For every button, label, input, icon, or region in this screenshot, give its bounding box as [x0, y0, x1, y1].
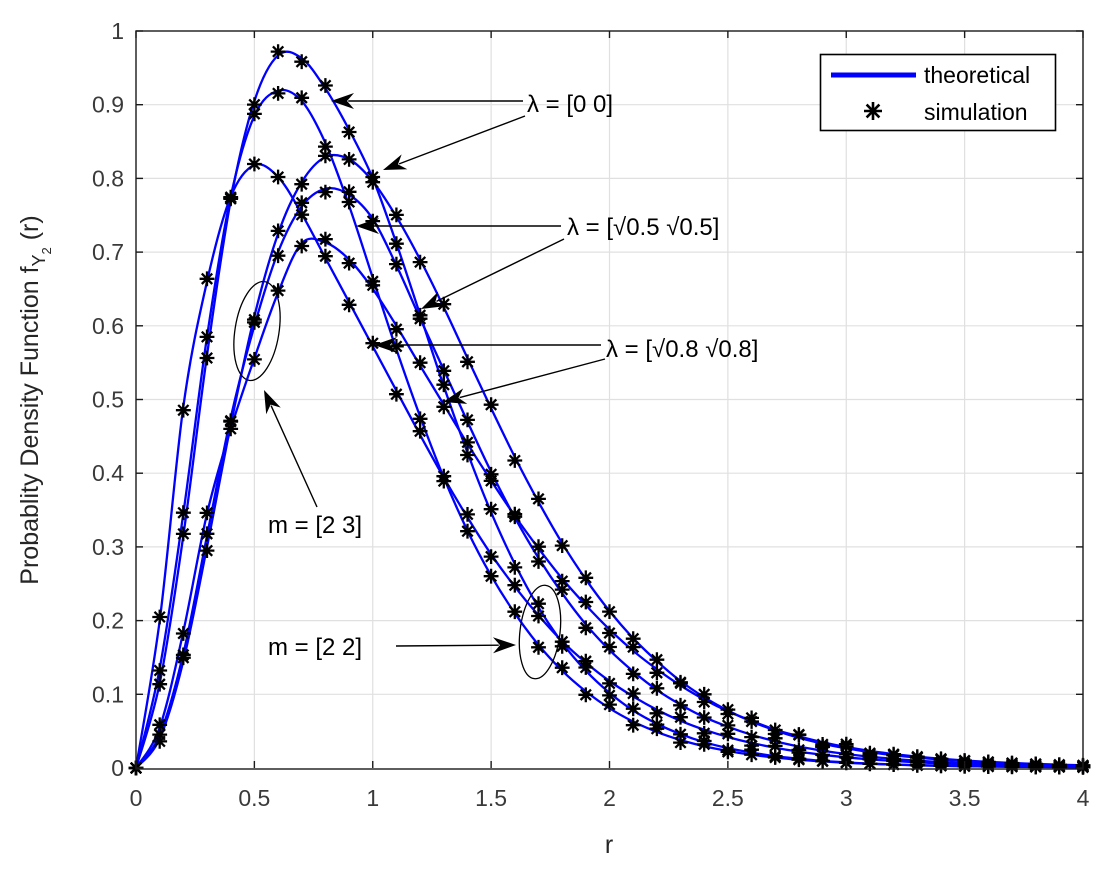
y-tick-label: 0.7: [92, 239, 124, 265]
y-tick-label: 0.1: [92, 681, 124, 707]
x-axis-label: r: [605, 831, 613, 859]
arrow-head: [443, 388, 468, 404]
legend[interactable]: theoretical simulation: [819, 53, 1057, 132]
arrow-head: [492, 637, 516, 654]
y-tick-label: 0: [111, 755, 124, 781]
arrow-head: [356, 218, 379, 234]
arrow-line: [270, 405, 318, 508]
legend-box: [819, 53, 1057, 132]
annotation-lambda-0-0: λ = [0 0]: [527, 91, 613, 118]
y-axis-label-sub: Y: [29, 254, 49, 266]
x-tick-label: 3.5: [949, 785, 981, 811]
y-tick-label: 0.4: [92, 460, 124, 486]
arrow-line: [459, 358, 606, 399]
x-tick-label: 2: [603, 785, 616, 811]
arrow-head: [331, 93, 354, 109]
legend-label-simulation[interactable]: simulation: [924, 99, 1028, 125]
ellipse-m22-group: [518, 584, 562, 680]
y-tick-label: 0.8: [92, 165, 124, 191]
y-tick-label: 0.5: [92, 387, 124, 413]
x-tick-label: 1.5: [475, 785, 507, 811]
ellipse-m23-group: [233, 280, 281, 382]
annotation-ellipses: [233, 280, 562, 680]
legend-label-theoretical[interactable]: theoretical: [924, 62, 1030, 88]
arrow-line: [395, 644, 499, 647]
y-axis-label-end: (r): [16, 215, 44, 247]
y-tick-label: 0.9: [92, 92, 124, 118]
y-tick-label: 0.6: [92, 313, 124, 339]
annotation-lambda-sqrt05: λ = [√0.5 √0.5]: [567, 214, 719, 241]
y-tick-label: 1: [111, 18, 124, 44]
x-tick-label: 2.5: [712, 785, 744, 811]
axis-ticks: [135, 30, 1084, 769]
y-tick-label: 0.2: [92, 608, 124, 634]
y-tick-label: 0.3: [92, 534, 124, 560]
x-tick-label: 0.5: [238, 785, 270, 811]
arrow-head: [383, 154, 408, 170]
y-axis-label-main: Probablity Density Function f: [16, 266, 44, 584]
y-axis-label: Probablity Density Function fY2 (r): [16, 215, 54, 584]
arrow-head: [264, 390, 281, 415]
annotation-arrows: [264, 93, 606, 654]
annotation-labels: λ = [0 0] λ = [√0.5 √0.5] λ = [√0.8 √0.8…: [268, 91, 758, 661]
arrow-line: [398, 115, 526, 165]
x-tick-label: 3: [840, 785, 853, 811]
y-tick-labels: 0 0.1 0.2 0.3 0.4 0.5 0.6 0.7 0.8 0.9 1: [92, 18, 124, 781]
x-tick-label: 0: [130, 785, 143, 811]
arrow-line: [436, 238, 565, 303]
legend-asterisk-icon: [864, 102, 882, 120]
arrow-head: [374, 337, 397, 353]
y-axis-label-subsub: 2: [39, 247, 54, 254]
arrow-head: [421, 291, 446, 309]
x-tick-label: 1: [366, 785, 379, 811]
annotation-lambda-sqrt08: λ = [√0.8 √0.8]: [606, 336, 758, 363]
annotation-m-2-3: m = [2 3]: [268, 512, 362, 539]
grid-lines: [136, 31, 1084, 768]
x-tick-label: 4: [1077, 785, 1090, 811]
x-tick-labels: 0 0.5 1 1.5 2 2.5 3 3.5 4: [130, 785, 1090, 811]
annotation-m-2-2: m = [2 2]: [268, 634, 362, 661]
